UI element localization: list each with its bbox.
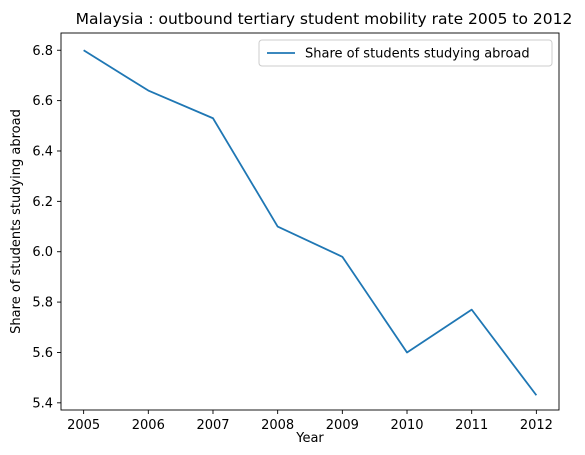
legend: Share of students studying abroad (258, 39, 553, 67)
y-tick-label: 6.4 (32, 144, 53, 159)
y-axis: 5.4 5.6 5.8 6.0 6.2 6.4 6.6 6.8 (32, 44, 61, 411)
x-tick-label: 2008 (261, 418, 294, 433)
x-tick-label: 2009 (326, 418, 359, 433)
y-axis-label: Share of students studying abroad (9, 109, 24, 334)
y-tick-label: 5.4 (32, 396, 53, 411)
y-tick-label: 6.2 (32, 195, 53, 210)
x-tick-label: 2005 (67, 418, 100, 433)
x-tick-label: 2011 (455, 418, 488, 433)
legend-box (258, 39, 553, 67)
x-tick-label: 2010 (390, 418, 423, 433)
y-tick-label: 5.6 (32, 346, 53, 361)
x-tick-label: 2012 (520, 418, 553, 433)
x-axis: 2005 2006 2007 2008 2009 2010 2011 2012 (67, 410, 553, 433)
x-tick-label: 2006 (132, 418, 165, 433)
series-layer (83, 49, 538, 396)
y-tick-label: 6.0 (32, 245, 53, 260)
y-tick-label: 6.6 (32, 94, 53, 109)
x-axis-label: Year (295, 431, 324, 446)
x-tick-label: 2007 (196, 418, 229, 433)
y-tick-label: 6.8 (32, 44, 53, 59)
plot-area (60, 32, 560, 411)
y-tick-label: 5.8 (32, 296, 53, 311)
chart-title: Malaysia : outbound tertiary student mob… (76, 10, 573, 28)
legend-label: Share of students studying abroad (305, 47, 530, 62)
series-line (83, 49, 538, 396)
plot-frame (60, 32, 560, 411)
